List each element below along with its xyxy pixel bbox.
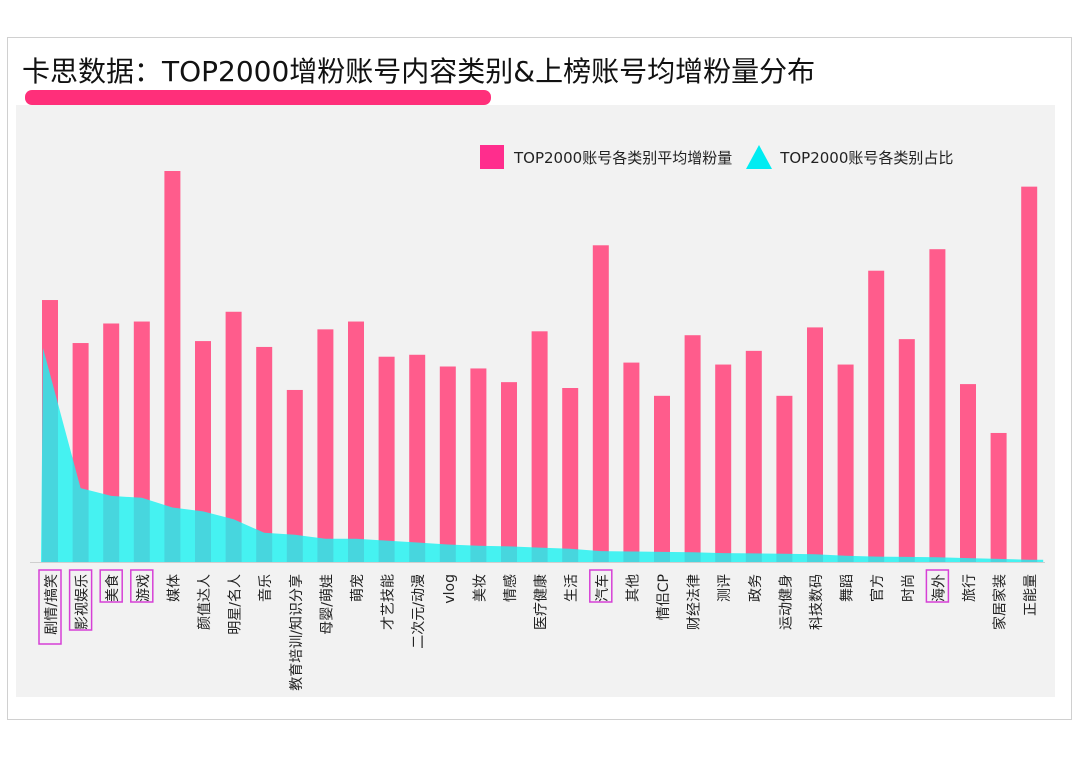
legend-swatch-area — [746, 145, 773, 169]
bar-27 — [837, 364, 854, 562]
bar-14 — [439, 366, 456, 562]
category-label-11: 萌宠 — [350, 574, 366, 602]
category-label-33: 正能量 — [1023, 574, 1039, 616]
category-label-17: 医疗健康 — [533, 574, 550, 630]
category-highlight-4 — [130, 569, 154, 603]
bar-5 — [164, 171, 181, 562]
category-label-13: 二次元/动漫 — [411, 574, 427, 649]
category-label-3: 美食 — [104, 574, 121, 602]
category-highlight-1 — [38, 569, 62, 645]
bar-7 — [225, 311, 242, 562]
bar-29 — [898, 339, 915, 562]
bar-19 — [592, 245, 609, 563]
bar-10 — [317, 329, 334, 562]
category-label-20: 其他 — [625, 574, 641, 602]
category-label-9: 教育培训/知识分享 — [288, 574, 305, 691]
legend-item-bar: TOP2000账号各类别平均增粉量 — [480, 145, 732, 169]
category-label-32: 家居家装 — [992, 574, 1009, 630]
title-accent-bar — [25, 90, 491, 105]
bar-31 — [960, 384, 976, 562]
bar-9 — [286, 389, 303, 562]
category-label-30: 海外 — [931, 574, 947, 602]
bar-30 — [929, 249, 946, 562]
legend-label-area: TOP2000账号各类别占比 — [780, 148, 954, 167]
category-label-12: 才艺技能 — [381, 574, 397, 630]
bar-8 — [256, 346, 273, 562]
bar-24 — [745, 350, 762, 562]
category-highlight-2 — [68, 569, 93, 631]
bar-25 — [776, 395, 793, 562]
bar-13 — [409, 354, 426, 562]
category-label-28: 官方 — [870, 574, 886, 602]
category-label-14: vlog — [442, 574, 458, 604]
category-label-23: 测评 — [717, 574, 733, 602]
category-label-15: 美妆 — [472, 574, 488, 602]
bar-28 — [868, 270, 885, 562]
bar-16 — [501, 382, 517, 562]
page-title: 卡思数据：TOP2000增粉账号内容类别&上榜账号均增粉量分布 — [22, 55, 816, 88]
category-label-21: 情侣CP — [656, 574, 672, 620]
bar-22 — [684, 335, 701, 562]
category-label-25: 运动健身 — [778, 574, 794, 630]
category-label-24: 政务 — [748, 574, 764, 602]
category-label-22: 财经法律 — [687, 574, 703, 630]
bar-21 — [654, 395, 670, 562]
category-label-7: 明星/名人 — [228, 574, 244, 635]
bar-17 — [531, 331, 548, 562]
bar-11 — [348, 321, 364, 562]
bar-26 — [807, 327, 823, 562]
category-label-19: 汽车 — [594, 574, 611, 602]
bar-12 — [378, 356, 395, 562]
legend-label-bar: TOP2000账号各类别平均增粉量 — [514, 148, 733, 167]
category-label-2: 影视娱乐 — [75, 574, 91, 630]
bar-15 — [470, 368, 487, 562]
category-label-18: 生活 — [564, 574, 580, 602]
category-label-29: 时尚 — [901, 574, 917, 602]
category-label-6: 颜值达人 — [197, 574, 213, 630]
category-label-16: 情感 — [502, 574, 519, 602]
category-label-26: 科技数码 — [809, 574, 825, 630]
category-highlight-19 — [589, 569, 613, 603]
bar-6 — [195, 341, 211, 562]
legend-swatch-bar — [480, 145, 504, 169]
category-label-4: 游戏 — [136, 574, 152, 602]
chart-legend: TOP2000账号各类别平均增粉量 TOP2000账号各类别占比 — [480, 142, 967, 172]
category-label-8: 音乐 — [257, 574, 274, 602]
bar-33 — [1021, 186, 1038, 562]
share-area — [41, 348, 1044, 562]
bar-32 — [990, 432, 1007, 562]
bar-23 — [715, 364, 732, 562]
category-highlight-30 — [925, 569, 950, 603]
bar-20 — [623, 362, 640, 562]
category-label-27: 舞蹈 — [840, 574, 856, 602]
category-highlight-3 — [99, 569, 123, 603]
bar-18 — [562, 388, 579, 562]
category-label-10: 母婴/萌娃 — [319, 574, 335, 635]
legend-item-area: TOP2000账号各类别占比 — [746, 145, 953, 169]
category-label-1: 剧情/搞笑 — [44, 574, 60, 635]
category-label-5: 媒体 — [166, 574, 182, 602]
category-label-31: 旅行 — [962, 574, 978, 602]
